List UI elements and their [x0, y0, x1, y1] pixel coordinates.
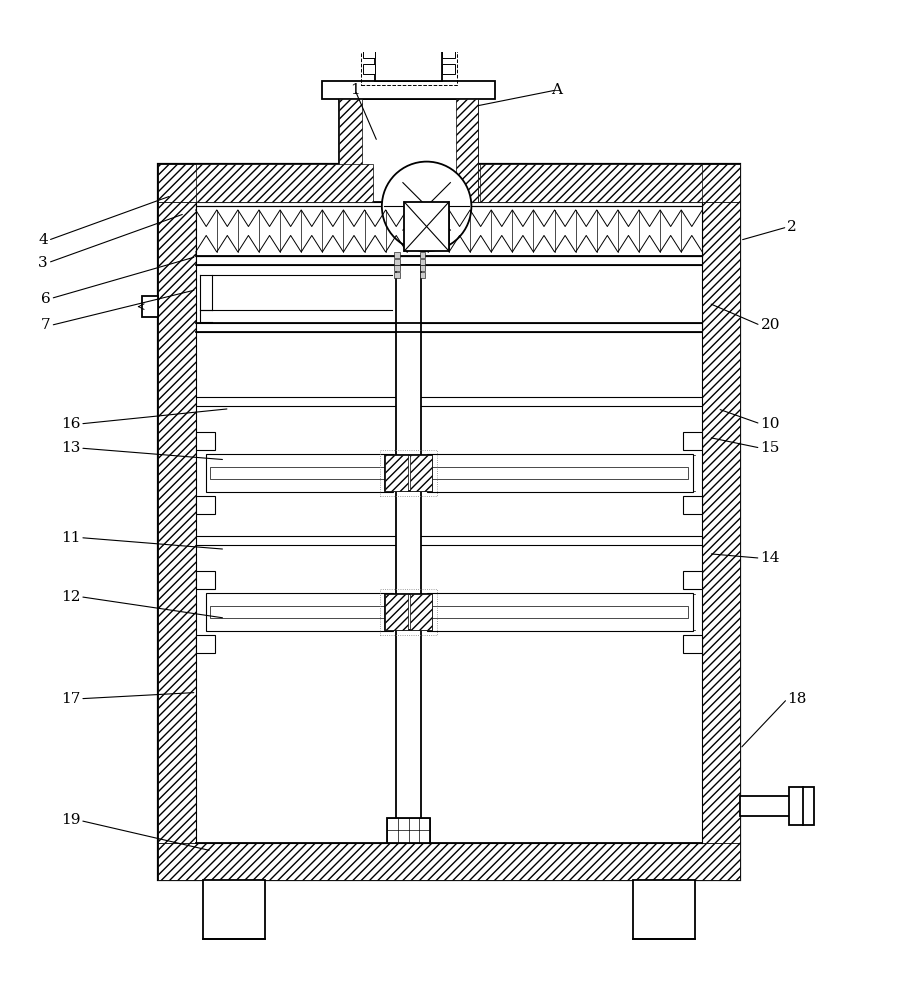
Text: A: A [551, 83, 562, 97]
Bar [158, 164, 740, 202]
Bar [196, 323, 702, 332]
Text: 18: 18 [788, 692, 806, 706]
Bar [158, 164, 740, 880]
Bar [196, 164, 373, 202]
Bar [158, 843, 740, 880]
Text: 4: 4 [39, 233, 48, 247]
Bar [210, 467, 387, 479]
Bar [455, 99, 478, 202]
Bar [394, 272, 401, 278]
Text: 13: 13 [61, 441, 80, 455]
Bar [396, 265, 421, 838]
Bar [702, 164, 740, 880]
Bar [419, 259, 426, 265]
Bar [789, 787, 814, 825]
Text: 3: 3 [39, 256, 48, 270]
Bar [210, 606, 387, 618]
Text: 7: 7 [41, 318, 50, 332]
Bar [682, 496, 702, 514]
Bar [409, 455, 432, 491]
Bar [427, 454, 693, 492]
Bar [419, 265, 426, 271]
Bar [443, 64, 454, 74]
Bar [207, 593, 392, 631]
Bar [196, 432, 216, 450]
Text: 11: 11 [61, 531, 80, 545]
Bar [480, 164, 702, 202]
Bar [385, 594, 432, 630]
Text: 2: 2 [788, 220, 797, 234]
Text: 14: 14 [761, 551, 780, 565]
Text: 1: 1 [350, 83, 360, 97]
Bar [394, 252, 401, 258]
Bar [363, 48, 375, 58]
Bar [196, 256, 702, 265]
Bar [419, 272, 426, 278]
Bar [385, 455, 408, 491]
Text: 6: 6 [41, 292, 50, 306]
Bar [682, 571, 702, 589]
Bar [196, 571, 216, 589]
Text: 15: 15 [761, 441, 779, 455]
Text: 10: 10 [761, 417, 780, 431]
Bar [207, 454, 392, 492]
Bar [196, 206, 702, 256]
Bar [196, 496, 216, 514]
Bar [740, 796, 794, 816]
Text: 19: 19 [61, 813, 80, 827]
Bar [385, 594, 408, 630]
Bar [419, 252, 426, 258]
Bar [375, 38, 443, 81]
Text: 20: 20 [761, 318, 780, 332]
Circle shape [382, 162, 471, 251]
Bar [404, 202, 449, 251]
Bar [427, 593, 693, 631]
Bar [339, 99, 478, 202]
Bar [361, 31, 456, 85]
Bar [322, 81, 495, 99]
Bar [430, 606, 688, 618]
Bar [682, 432, 702, 450]
Bar [196, 635, 216, 653]
Bar [387, 818, 430, 843]
Text: 16: 16 [61, 417, 80, 431]
Bar [443, 48, 454, 58]
Bar [430, 467, 688, 479]
Bar [682, 635, 702, 653]
Bar [632, 880, 695, 939]
Bar [203, 880, 266, 939]
Bar [409, 594, 432, 630]
Bar [385, 455, 432, 491]
Bar [339, 99, 362, 202]
Bar [380, 450, 437, 496]
Text: 12: 12 [61, 590, 80, 604]
Bar [363, 64, 375, 74]
Text: 17: 17 [61, 692, 80, 706]
Bar [380, 589, 437, 635]
Bar [158, 164, 196, 880]
Bar [394, 259, 401, 265]
Bar [142, 296, 158, 317]
Bar [394, 265, 401, 271]
